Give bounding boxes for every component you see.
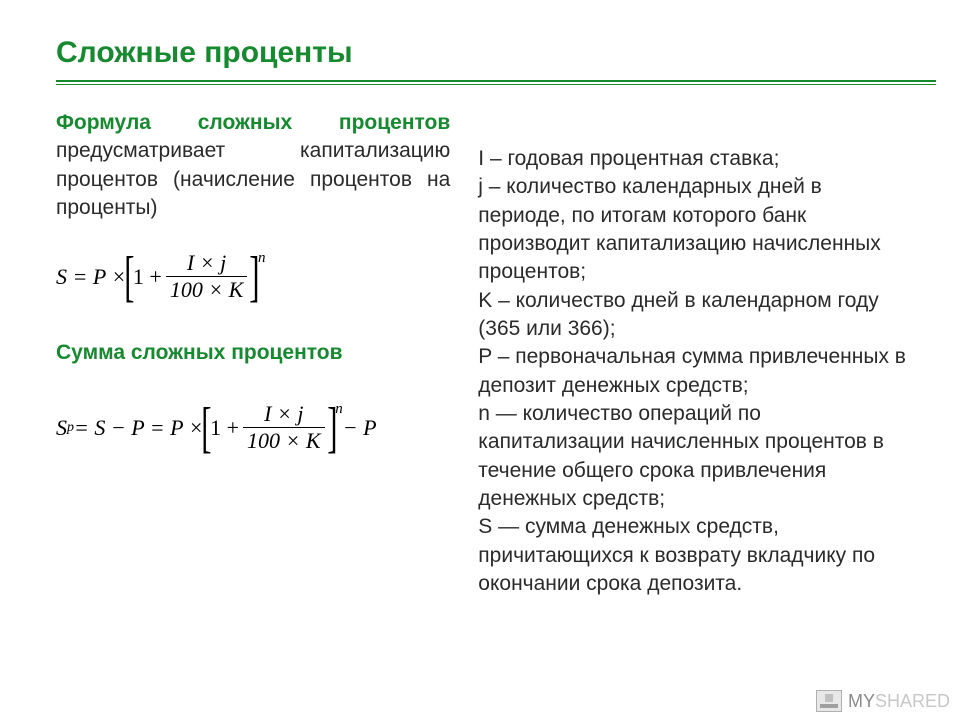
formula1-one: 1 + [133, 264, 162, 290]
projector-icon [816, 690, 842, 712]
formula2-power: n [335, 401, 343, 418]
formula2-fraction: I × j 100 × K [243, 401, 325, 454]
right-column: I – годовая процентная ставка; j – колич… [478, 109, 912, 599]
watermark: MYSHARED [816, 690, 950, 712]
bracket-icon: [ [124, 252, 134, 302]
page-title: Сложные проценты [56, 36, 912, 70]
bracket-icon: [ [202, 403, 212, 453]
subtitle: Сумма сложных процентов [56, 341, 450, 365]
left-column: Формула сложных процентов предусматривае… [56, 109, 450, 599]
formula2-sub: p [67, 420, 74, 436]
watermark-suffix: SHARED [875, 691, 950, 711]
watermark-prefix: MY [848, 691, 875, 711]
formula2-s: S [56, 415, 67, 441]
formula1-fraction: I × j 100 × K [166, 250, 248, 303]
formula-2: Sp = S − P = P × [ 1 + I × j 100 × K ] n… [56, 401, 450, 454]
slide: Сложные проценты Формула сложных процент… [0, 0, 960, 720]
legend: I – годовая процентная ставка; j – колич… [478, 109, 912, 599]
intro-rest: предусматривает капитализацию процентов … [56, 139, 450, 219]
formula1-den: 100 × K [166, 277, 248, 303]
watermark-text: MYSHARED [848, 691, 950, 712]
formula2-tail: − P [343, 415, 377, 441]
intro-strong: Формула сложных процентов [56, 111, 450, 134]
content-row: Формула сложных процентов предусматривае… [56, 109, 912, 599]
title-underline [56, 80, 936, 83]
intro-paragraph: Формула сложных процентов предусматривае… [56, 109, 450, 222]
formula2-left: = S − P = P × [74, 415, 203, 441]
formula1-num: I × j [183, 250, 230, 276]
formula1-power: n [258, 250, 266, 267]
formula2-one: 1 + [210, 415, 239, 441]
formula2-den: 100 × K [243, 428, 325, 454]
formula-1: S = P × [ 1 + I × j 100 × K ] n [56, 250, 450, 303]
formula2-num: I × j [260, 401, 307, 427]
formula1-left: S = P × [56, 264, 126, 290]
